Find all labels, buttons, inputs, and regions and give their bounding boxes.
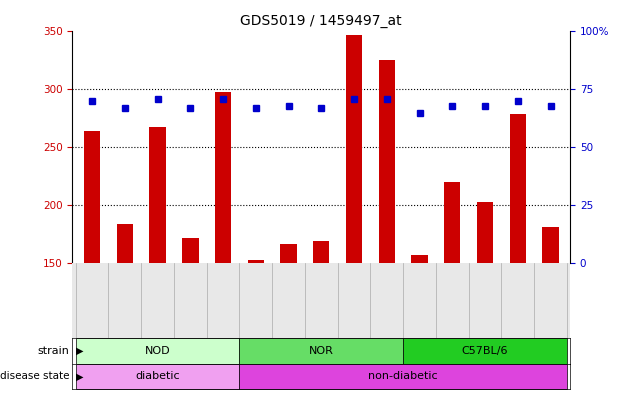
Text: NOD: NOD <box>145 346 170 356</box>
Text: disease state: disease state <box>0 371 69 381</box>
Title: GDS5019 / 1459497_at: GDS5019 / 1459497_at <box>241 14 402 28</box>
Bar <box>215 92 231 263</box>
Bar <box>117 224 133 263</box>
Bar <box>76 364 239 389</box>
Bar <box>403 338 567 364</box>
Bar <box>411 255 428 263</box>
Text: strain: strain <box>37 346 69 356</box>
Bar <box>149 127 166 263</box>
Bar <box>477 202 493 263</box>
Bar <box>313 241 329 263</box>
Text: diabetic: diabetic <box>135 371 180 381</box>
Bar <box>510 114 526 263</box>
Bar <box>239 364 567 389</box>
Bar <box>346 35 362 263</box>
Text: non-diabetic: non-diabetic <box>369 371 438 381</box>
Bar <box>379 61 395 263</box>
Bar <box>76 338 239 364</box>
Bar <box>248 260 264 263</box>
Bar <box>280 244 297 263</box>
Text: C57BL/6: C57BL/6 <box>462 346 508 356</box>
Text: NOR: NOR <box>309 346 334 356</box>
Bar <box>239 338 403 364</box>
Bar <box>84 131 100 263</box>
Text: ▶: ▶ <box>76 371 83 381</box>
Bar <box>182 238 198 263</box>
Bar <box>444 182 461 263</box>
Text: ▶: ▶ <box>76 346 83 356</box>
Bar <box>542 228 559 263</box>
